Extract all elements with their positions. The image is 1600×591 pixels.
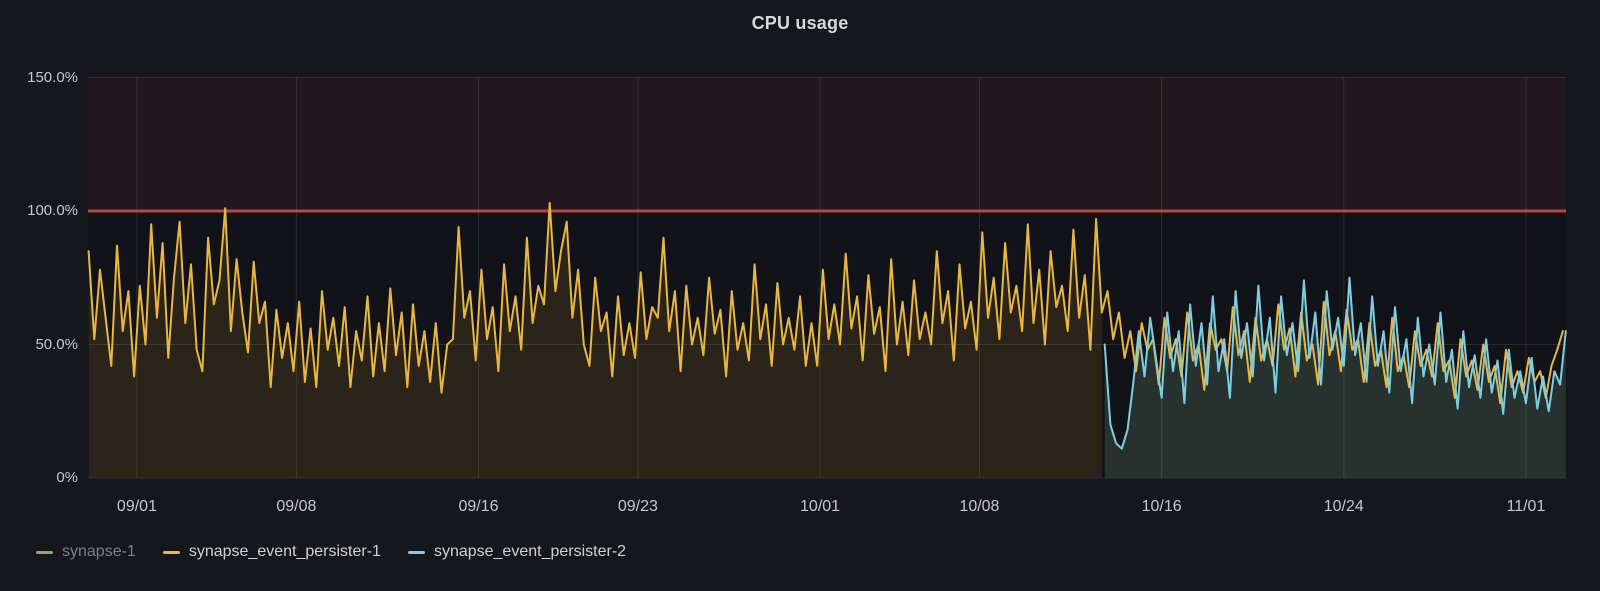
series-area-synapse_event_persister-2 [1104,277,1566,478]
series-line-synapse_event_persister-1 [87,202,1564,405]
series-color-marker [407,550,425,554]
legend-item-synapse-1[interactable]: synapse-1 [36,543,136,561]
series-color-marker [36,550,53,554]
series-area-synapse_event_persister-1 [88,203,1102,478]
legend: synapse-1 synapse_event_persister-1 syna… [36,543,626,561]
legend-item-label: synapse_event_persister-2 [433,543,627,560]
legend-item-synapse-event-persister-1[interactable]: synapse_event_persister-1 [162,543,381,561]
plot-background [88,77,1566,478]
threshold-region [88,77,1566,211]
series-color-marker [162,550,180,554]
series-line-synapse_event_persister-2 [1103,276,1567,450]
legend-item-label: synapse_event_persister-1 [188,543,381,560]
legend-item-synapse-event-persister-2[interactable]: synapse_event_persister-2 [407,543,627,561]
panel-title: CPU usage [751,13,849,33]
legend-item-label: synapse-1 [62,543,136,560]
